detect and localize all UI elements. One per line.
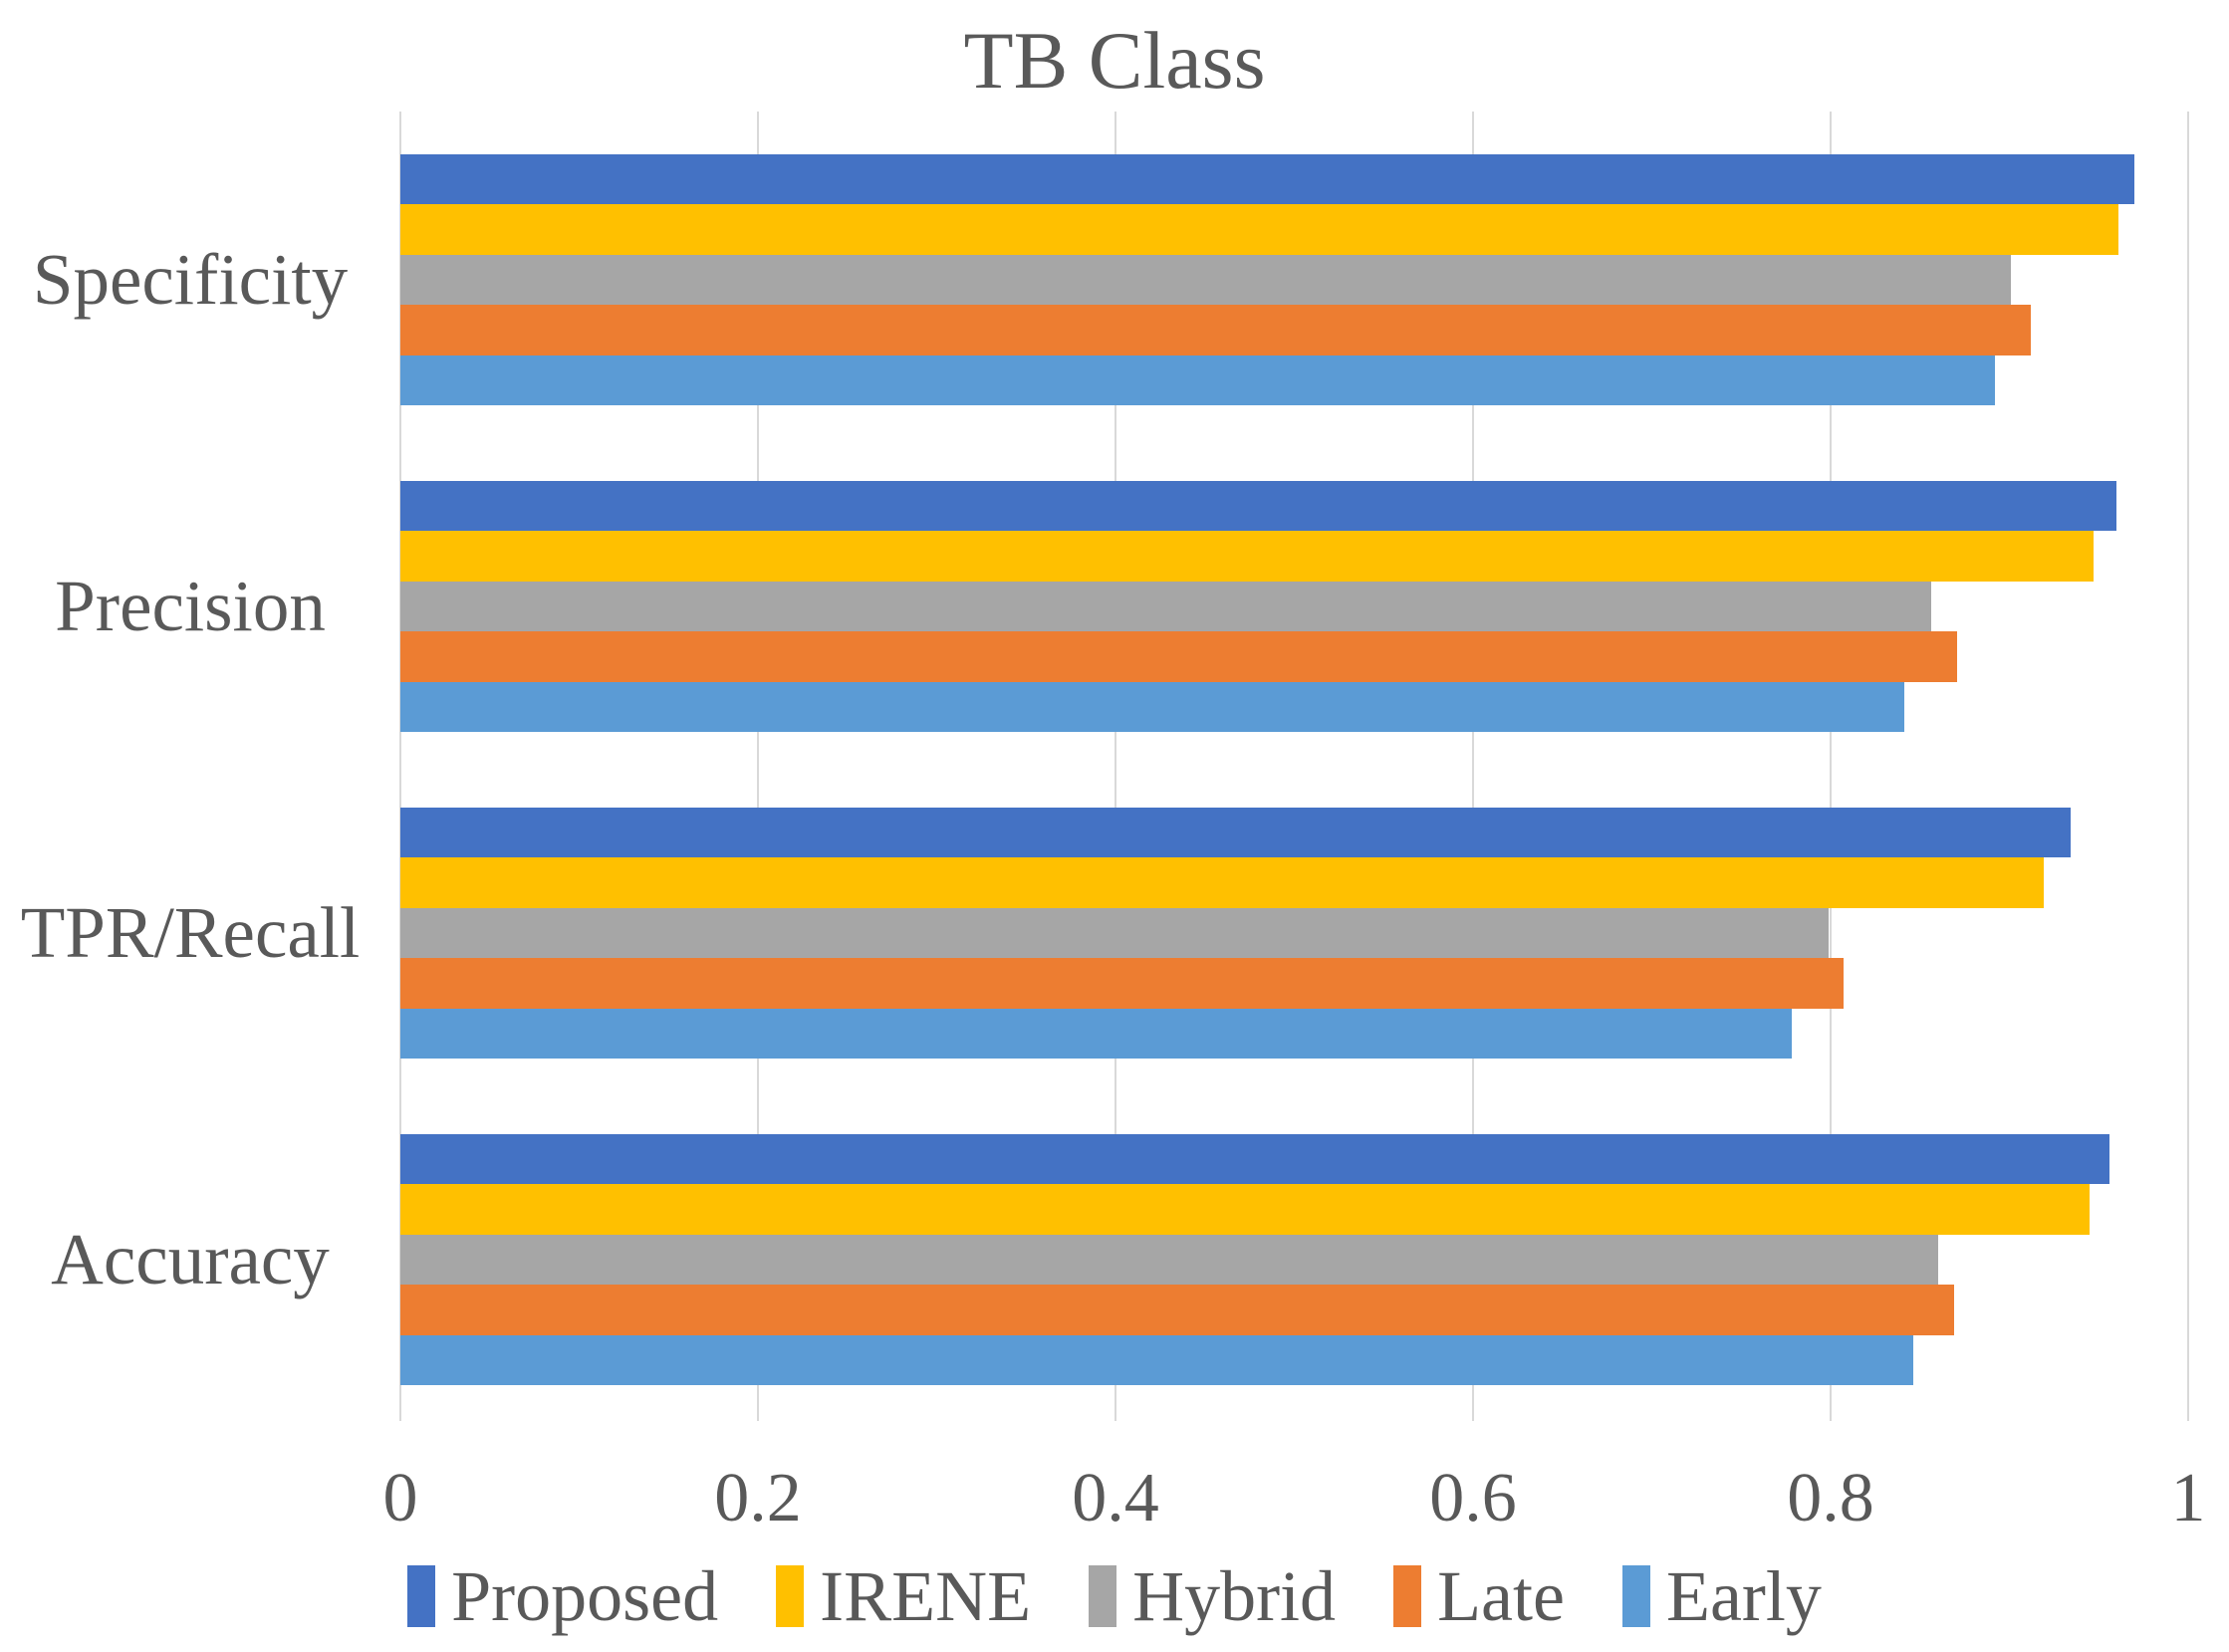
gridline-x-0.6: [1472, 112, 1474, 1385]
bar-late-accuracy: [400, 1285, 1954, 1335]
bar-late-specificity: [400, 305, 2032, 355]
legend-label-late: Late: [1437, 1556, 1565, 1636]
legend-swatch-late: [1393, 1565, 1422, 1627]
legend-swatch-irene: [776, 1565, 805, 1627]
plot-area: [399, 112, 2189, 1385]
legend-label-hybrid: Hybrid: [1132, 1556, 1337, 1636]
bar-irene-tpr-recall: [400, 857, 2044, 908]
legend-item-hybrid: Hybrid: [1089, 1560, 1336, 1632]
chart-title: TB Class: [963, 15, 1266, 106]
category-label-specificity: Specificity: [32, 239, 349, 320]
gridline-x-0.4: [1114, 112, 1116, 1385]
gridline-x-0.2: [757, 112, 759, 1385]
gridline-x-1: [2187, 112, 2189, 1385]
bar-late-tpr-recall: [400, 958, 1844, 1009]
legend-item-late: Late: [1393, 1560, 1565, 1632]
legend-swatch-hybrid: [1089, 1565, 1117, 1627]
gridline-x-0: [399, 112, 401, 1385]
legend-item-proposed: Proposed: [407, 1560, 718, 1632]
x-tick-label: 0: [382, 1460, 418, 1536]
bar-irene-specificity: [400, 204, 2118, 255]
bar-hybrid-accuracy: [400, 1235, 1938, 1285]
legend-swatch-early: [1621, 1565, 1650, 1627]
category-label-tpr-recall: TPR/Recall: [20, 892, 361, 973]
legend-item-irene: IRENE: [776, 1560, 1031, 1632]
category-label-precision: Precision: [55, 566, 326, 646]
bar-late-precision: [400, 631, 1958, 682]
tick-mark-x-0: [399, 1385, 401, 1421]
x-tick-label: 0.2: [714, 1460, 802, 1536]
bar-early-precision: [400, 682, 1904, 732]
tick-mark-x-0.6: [1472, 1385, 1474, 1421]
tick-mark-x-1: [2187, 1385, 2189, 1421]
x-tick-label: 0.6: [1429, 1460, 1517, 1536]
legend: Proposed IRENE Hybrid Late Early: [0, 1551, 2229, 1641]
legend-label-early: Early: [1665, 1556, 1822, 1636]
legend-swatch-proposed: [407, 1565, 436, 1627]
tick-mark-x-0.2: [757, 1385, 759, 1421]
bar-hybrid-tpr-recall: [400, 908, 1830, 958]
bar-proposed-specificity: [400, 154, 2135, 204]
bar-early-accuracy: [400, 1335, 1913, 1385]
bar-proposed-precision: [400, 481, 2117, 531]
bar-proposed-accuracy: [400, 1134, 2110, 1184]
legend-label-proposed: Proposed: [451, 1556, 719, 1636]
bar-irene-accuracy: [400, 1184, 2091, 1235]
category-label-accuracy: Accuracy: [51, 1219, 330, 1299]
legend-item-early: Early: [1621, 1556, 1822, 1636]
x-tick-label: 0.4: [1072, 1460, 1159, 1536]
bar-early-tpr-recall: [400, 1009, 1792, 1059]
gridline-x-0.8: [1830, 112, 1832, 1385]
bar-proposed-tpr-recall: [400, 808, 2071, 857]
legend-label-irene: IRENE: [820, 1556, 1032, 1636]
x-tick-label: 0.8: [1787, 1460, 1874, 1536]
tick-mark-x-0.8: [1830, 1385, 1832, 1421]
bar-hybrid-precision: [400, 582, 1931, 631]
bar-irene-precision: [400, 531, 2094, 582]
bar-early-specificity: [400, 355, 1996, 405]
bar-hybrid-specificity: [400, 255, 2012, 305]
tick-mark-x-0.4: [1114, 1385, 1116, 1421]
x-tick-label: 1: [2170, 1460, 2206, 1536]
